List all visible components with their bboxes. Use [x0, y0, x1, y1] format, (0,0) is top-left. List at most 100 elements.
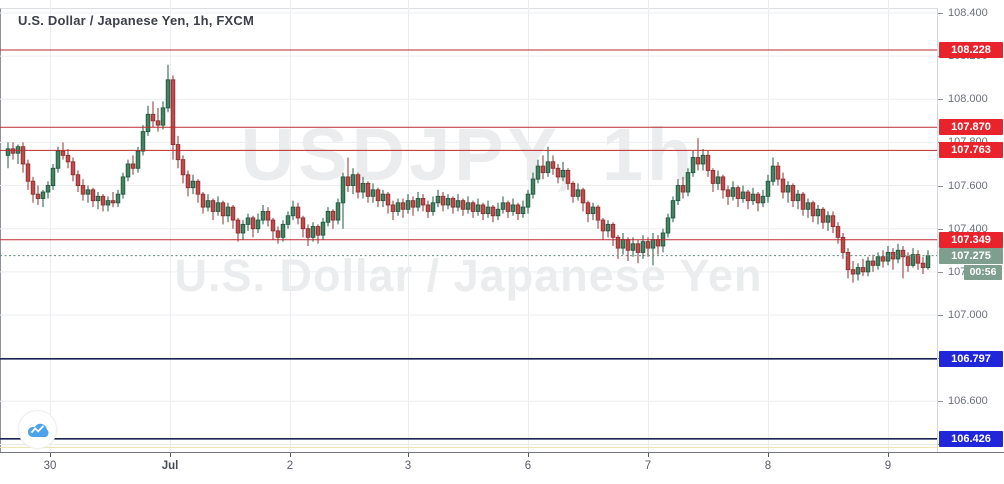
tradingview-logo[interactable]: [18, 410, 57, 449]
candle-down: [565, 169, 571, 184]
candle-down: [585, 202, 591, 215]
current-price-label[interactable]: 107.275: [939, 247, 1003, 264]
candle-down: [720, 176, 726, 191]
candle-down: [480, 204, 486, 215]
candle-up: [395, 202, 401, 212]
candle-up: [485, 206, 491, 215]
candle-down: [90, 189, 96, 202]
candle-up: [925, 255, 931, 268]
candle-up: [455, 200, 461, 208]
candle-up: [380, 193, 386, 202]
candle-up: [135, 150, 141, 169]
price-tick-label: 108.000: [938, 92, 1004, 106]
candle-down: [30, 180, 36, 195]
candle-up: [465, 202, 471, 210]
candle-up: [45, 185, 51, 193]
candle-down: [775, 165, 781, 180]
candle-up: [370, 189, 376, 197]
candle-down: [610, 223, 616, 238]
candle-down: [150, 113, 156, 122]
candle-down: [440, 195, 446, 206]
candle-down: [210, 200, 216, 212]
candle-down: [230, 206, 236, 221]
candle-up: [430, 202, 436, 212]
candle-down: [595, 206, 601, 221]
candle-down: [175, 144, 181, 161]
candle-down: [130, 163, 136, 169]
time-tick-label: 6: [524, 460, 532, 472]
candle-up: [605, 223, 611, 232]
candle-up: [785, 185, 791, 193]
price-level-label[interactable]: 107.349: [939, 231, 1003, 248]
candle-up: [525, 193, 531, 208]
candle-down: [655, 239, 661, 247]
time-tick-mark: [528, 453, 529, 457]
candle-down: [555, 167, 561, 178]
candle-down: [790, 185, 796, 202]
axis-tick-mark: [938, 228, 943, 230]
candle-up: [160, 107, 166, 126]
candle-down: [880, 256, 886, 262]
candle-down: [200, 193, 206, 208]
candle-up: [770, 165, 776, 182]
candle-down: [490, 206, 496, 217]
price-axis[interactable]: 108.400108.200108.000107.800107.600107.4…: [937, 7, 1004, 452]
candle-up: [630, 243, 636, 251]
candle-down: [860, 267, 866, 273]
candle-down: [180, 159, 186, 176]
candle-up: [310, 226, 316, 238]
price-level-label[interactable]: 106.426: [939, 430, 1003, 447]
time-tick-label: Jul: [161, 460, 179, 472]
price-level-label[interactable]: 107.763: [939, 142, 1003, 159]
price-level-label[interactable]: 108.228: [939, 42, 1003, 59]
candle-down: [365, 182, 371, 197]
price-level-label[interactable]: 107.870: [939, 119, 1003, 136]
candle-up: [280, 223, 286, 238]
candle-up: [475, 204, 481, 212]
candle-up: [340, 176, 346, 204]
candle-down: [615, 236, 621, 249]
candle-down: [705, 154, 711, 171]
candle-up: [765, 180, 771, 197]
candle-down: [300, 217, 306, 230]
candle-down: [170, 79, 176, 146]
candle-up: [510, 204, 516, 212]
axis-tick-mark: [938, 99, 943, 101]
candle-down: [470, 202, 476, 212]
candle-down: [110, 200, 116, 204]
candle-down: [460, 200, 466, 210]
candle-up: [495, 208, 501, 217]
candle-down: [725, 189, 731, 197]
candle-down: [450, 198, 456, 208]
price-tick-label: 107.600: [938, 179, 1004, 193]
time-tick-mark: [50, 453, 51, 457]
candle-down: [235, 219, 241, 234]
candle-down: [185, 174, 191, 189]
candle-down: [65, 154, 71, 163]
candle-up: [415, 198, 421, 208]
candle-up: [795, 193, 801, 202]
candle-up: [165, 79, 171, 109]
candle-up: [325, 210, 331, 223]
candle-down: [20, 146, 26, 165]
candle-up: [320, 221, 326, 236]
candle-up: [895, 249, 901, 260]
candle-down: [295, 206, 301, 219]
candle-down: [390, 204, 396, 212]
candle-down: [100, 195, 106, 206]
candle-down: [385, 193, 391, 206]
time-tick-mark: [290, 453, 291, 457]
symbol-title[interactable]: U.S. Dollar / Japanese Yen, 1h, FXCM: [18, 13, 254, 28]
time-axis[interactable]: 30 Jul 2 3 6 7 8 9: [0, 452, 1004, 484]
price-level-label[interactable]: 106.797: [939, 350, 1003, 367]
candle-up: [715, 176, 721, 184]
candlestick-plot[interactable]: [0, 0, 937, 452]
time-tick-mark: [648, 453, 649, 457]
time-tick-mark: [888, 453, 889, 457]
candle-up: [815, 208, 821, 217]
candle-down: [345, 176, 351, 186]
candle-down: [915, 254, 921, 264]
bar-countdown-label: 00:56: [964, 264, 1002, 280]
candle-up: [255, 219, 261, 230]
